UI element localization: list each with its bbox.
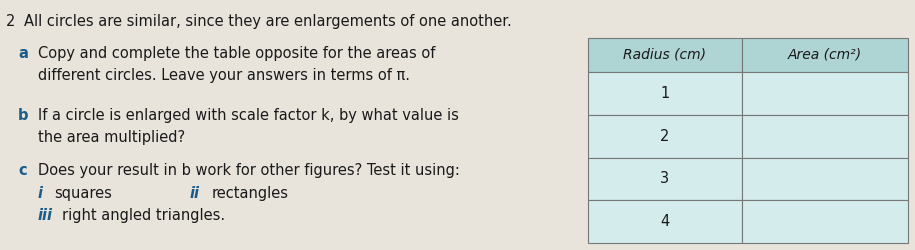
- Bar: [588, 158, 741, 200]
- Text: squares: squares: [54, 186, 112, 201]
- Bar: [741, 200, 908, 243]
- Text: ii: ii: [190, 186, 200, 201]
- Bar: [588, 200, 741, 243]
- Bar: [588, 115, 741, 158]
- Text: 1: 1: [661, 86, 670, 101]
- Text: 2: 2: [660, 128, 670, 144]
- Text: a: a: [18, 46, 27, 61]
- Bar: [741, 38, 908, 72]
- Text: All circles are similar, since they are enlargements of one another.: All circles are similar, since they are …: [24, 14, 511, 29]
- Bar: [741, 115, 908, 158]
- Text: Radius (cm): Radius (cm): [623, 48, 706, 62]
- Bar: [741, 72, 908, 115]
- Text: 3: 3: [661, 172, 670, 186]
- Text: Copy and complete the table opposite for the areas of
different circles. Leave y: Copy and complete the table opposite for…: [38, 46, 436, 83]
- Text: Area (cm²): Area (cm²): [788, 48, 862, 62]
- Text: right angled triangles.: right angled triangles.: [62, 208, 225, 223]
- Text: If a circle is enlarged with scale factor k, by what value is
the area multiplie: If a circle is enlarged with scale facto…: [38, 108, 459, 145]
- Text: b: b: [18, 108, 28, 123]
- Bar: [588, 38, 741, 72]
- Bar: [741, 158, 908, 200]
- Text: rectangles: rectangles: [212, 186, 289, 201]
- Text: iii: iii: [38, 208, 53, 223]
- Text: c: c: [18, 163, 27, 178]
- Bar: [588, 72, 741, 115]
- Text: Does your result in b work for other figures? Test it using:: Does your result in b work for other fig…: [38, 163, 460, 178]
- Text: 4: 4: [661, 214, 670, 229]
- Text: i: i: [38, 186, 43, 201]
- Text: 2: 2: [6, 14, 16, 29]
